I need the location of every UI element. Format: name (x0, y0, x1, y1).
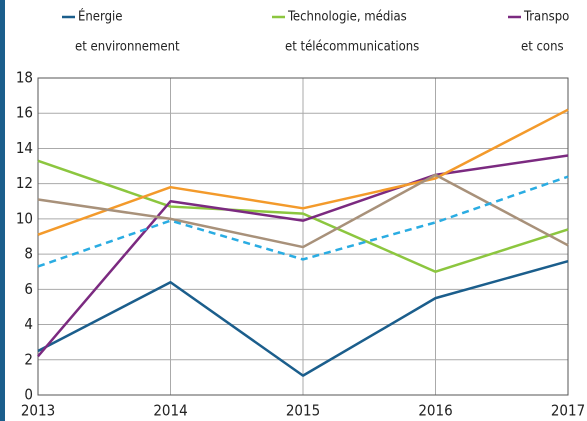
legend-label: Transpo (523, 10, 569, 25)
series-line (37, 259, 569, 377)
series-line (37, 173, 569, 249)
series-line (37, 175, 569, 268)
series-line (37, 108, 569, 236)
legend-label: et environnement (75, 40, 180, 55)
series-line (37, 154, 569, 358)
y-tick-label: 8 (24, 245, 33, 263)
y-tick-label: 12 (16, 174, 33, 192)
legend-label: Énergie (78, 9, 122, 25)
x-tick-label: 2013 (21, 402, 55, 420)
y-tick-label: 4 (24, 315, 33, 333)
y-tick-label: 6 (24, 280, 33, 298)
y-tick-label: 18 (16, 69, 33, 87)
y-tick-label: 2 (24, 350, 33, 368)
side-bar (0, 0, 5, 421)
y-tick-label: 10 (16, 209, 33, 227)
x-tick-label: 2014 (153, 402, 187, 420)
x-tick-label: 2015 (286, 402, 320, 420)
legend-label: et télécommunications (285, 40, 419, 55)
y-tick-label: 14 (16, 139, 33, 157)
legend-label: Technologie, médias (287, 10, 407, 25)
x-tick-label: 2016 (418, 402, 452, 420)
x-tick-label: 2017 (551, 402, 585, 420)
y-tick-label: 16 (16, 104, 33, 122)
plot-frame (37, 77, 569, 396)
series-line (37, 159, 569, 273)
legend-label: et cons (521, 40, 564, 55)
y-tick-label: 0 (24, 386, 33, 404)
